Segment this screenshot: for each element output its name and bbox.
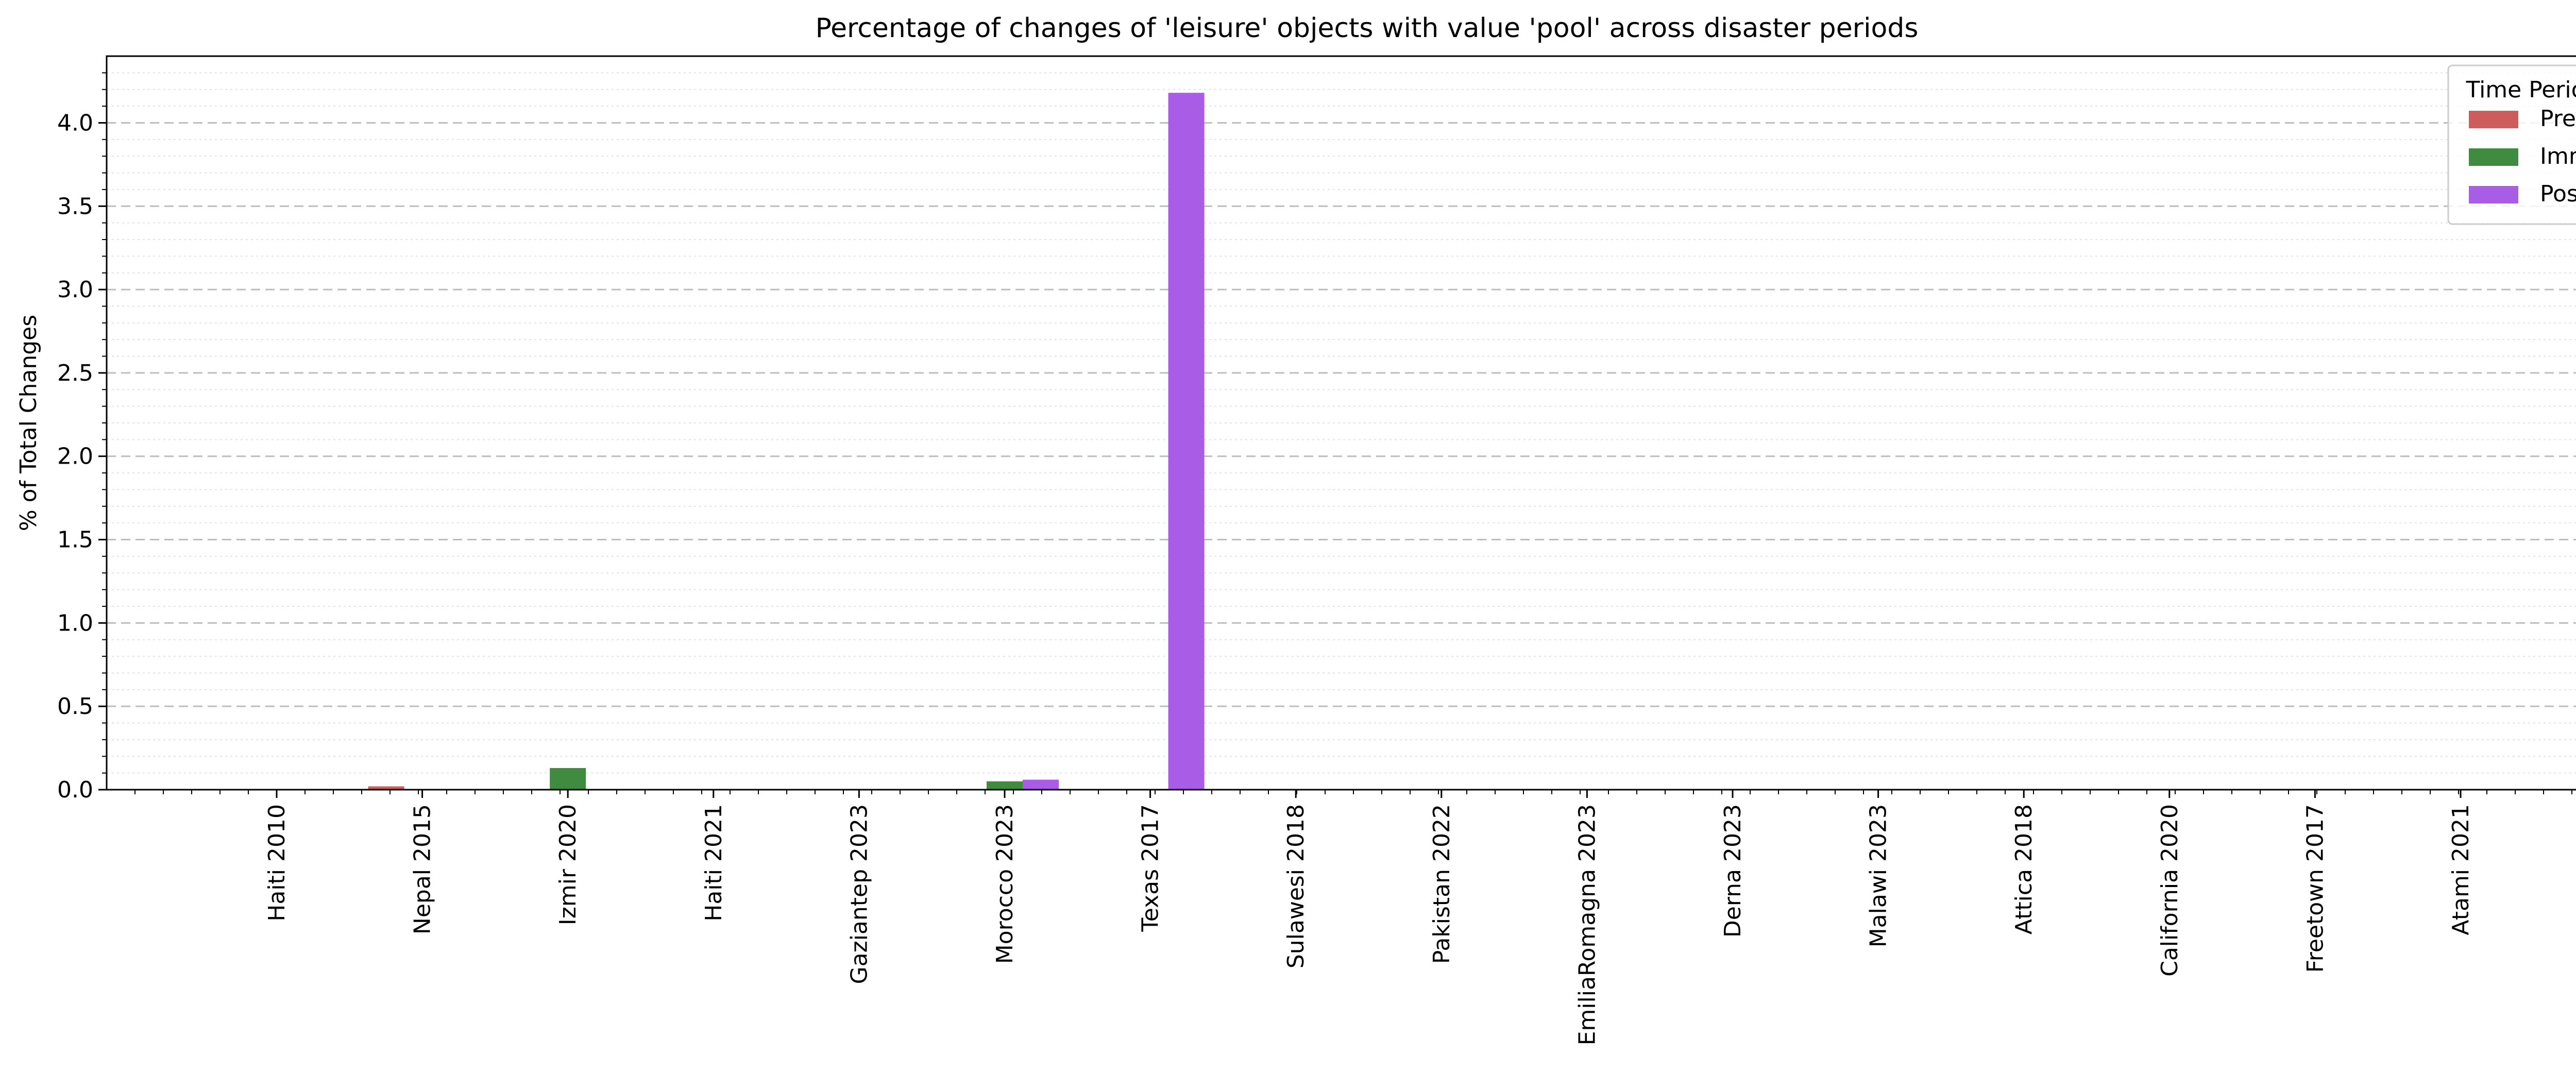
legend-swatch-imm bbox=[2469, 148, 2518, 166]
x-tick-label: Atami 2021 bbox=[2448, 804, 2474, 935]
legend-label-pre: Pre bbox=[2540, 106, 2576, 132]
x-tick-label: Haiti 2021 bbox=[701, 804, 727, 922]
y-tick-label: 0.0 bbox=[57, 777, 93, 803]
bar-post bbox=[1168, 93, 1205, 790]
x-tick-label: EmiliaRomagna 2023 bbox=[1574, 804, 1600, 1045]
chart-title: Percentage of changes of 'leisure' objec… bbox=[816, 13, 1919, 44]
legend-title: Time Period bbox=[2466, 77, 2576, 103]
y-tick-label: 3.0 bbox=[57, 277, 93, 303]
x-tick-label: Texas 2017 bbox=[1138, 804, 1164, 932]
x-tick-label: Sulawesi 2018 bbox=[1283, 804, 1309, 968]
x-tick-label: California 2020 bbox=[2157, 804, 2183, 977]
x-tick-label: Morocco 2023 bbox=[992, 804, 1018, 964]
x-tick-label: Attica 2018 bbox=[2011, 804, 2037, 934]
x-tick-label: Derna 2023 bbox=[1720, 804, 1746, 938]
bar-imm bbox=[987, 781, 1023, 790]
x-tick-label: Malawi 2023 bbox=[1866, 804, 1892, 947]
plot-frame bbox=[106, 55, 2576, 791]
bar-imm bbox=[550, 768, 586, 790]
y-tick-label: 2.0 bbox=[57, 444, 93, 470]
y-tick-label: 4.0 bbox=[57, 110, 93, 136]
x-tick-label: Gaziantep 2023 bbox=[846, 804, 872, 984]
legend-swatch-post bbox=[2469, 186, 2518, 203]
bar-post bbox=[1023, 779, 1059, 790]
legend-label-post: Post bbox=[2540, 181, 2576, 207]
legend-swatch-pre bbox=[2469, 111, 2518, 128]
x-tick-label: Freetown 2017 bbox=[2302, 804, 2328, 973]
y-tick-label: 0.5 bbox=[57, 693, 93, 720]
y-axis-label: % of Total Changes bbox=[15, 315, 42, 531]
bars bbox=[368, 93, 1205, 790]
y-tick-label: 1.0 bbox=[57, 610, 93, 636]
y-tick-label: 2.5 bbox=[57, 360, 93, 386]
legend-box bbox=[2447, 64, 2576, 225]
x-axis: Haiti 2010 Nepal 2015 Izmir 2020 Haiti 2021… bbox=[134, 790, 2572, 1045]
bar-pre bbox=[368, 786, 404, 790]
x-tick-label: Nepal 2015 bbox=[410, 804, 436, 934]
x-tick-label: Pakistan 2022 bbox=[1429, 804, 1455, 964]
grid bbox=[107, 72, 2576, 774]
legend-label-imm: Imm bbox=[2540, 143, 2576, 169]
legend: Time Period Pre Imm Post bbox=[2447, 64, 2576, 225]
x-tick-label: Haiti 2010 bbox=[264, 804, 290, 922]
y-tick-label: 1.5 bbox=[57, 527, 93, 553]
y-tick-label: 3.5 bbox=[57, 193, 93, 219]
y-axis: 0.0 0.5 1.0 1.5 2.0 2.5 3.0 3.5 4.0 bbox=[57, 72, 107, 803]
x-tick-label: Izmir 2020 bbox=[555, 804, 581, 925]
